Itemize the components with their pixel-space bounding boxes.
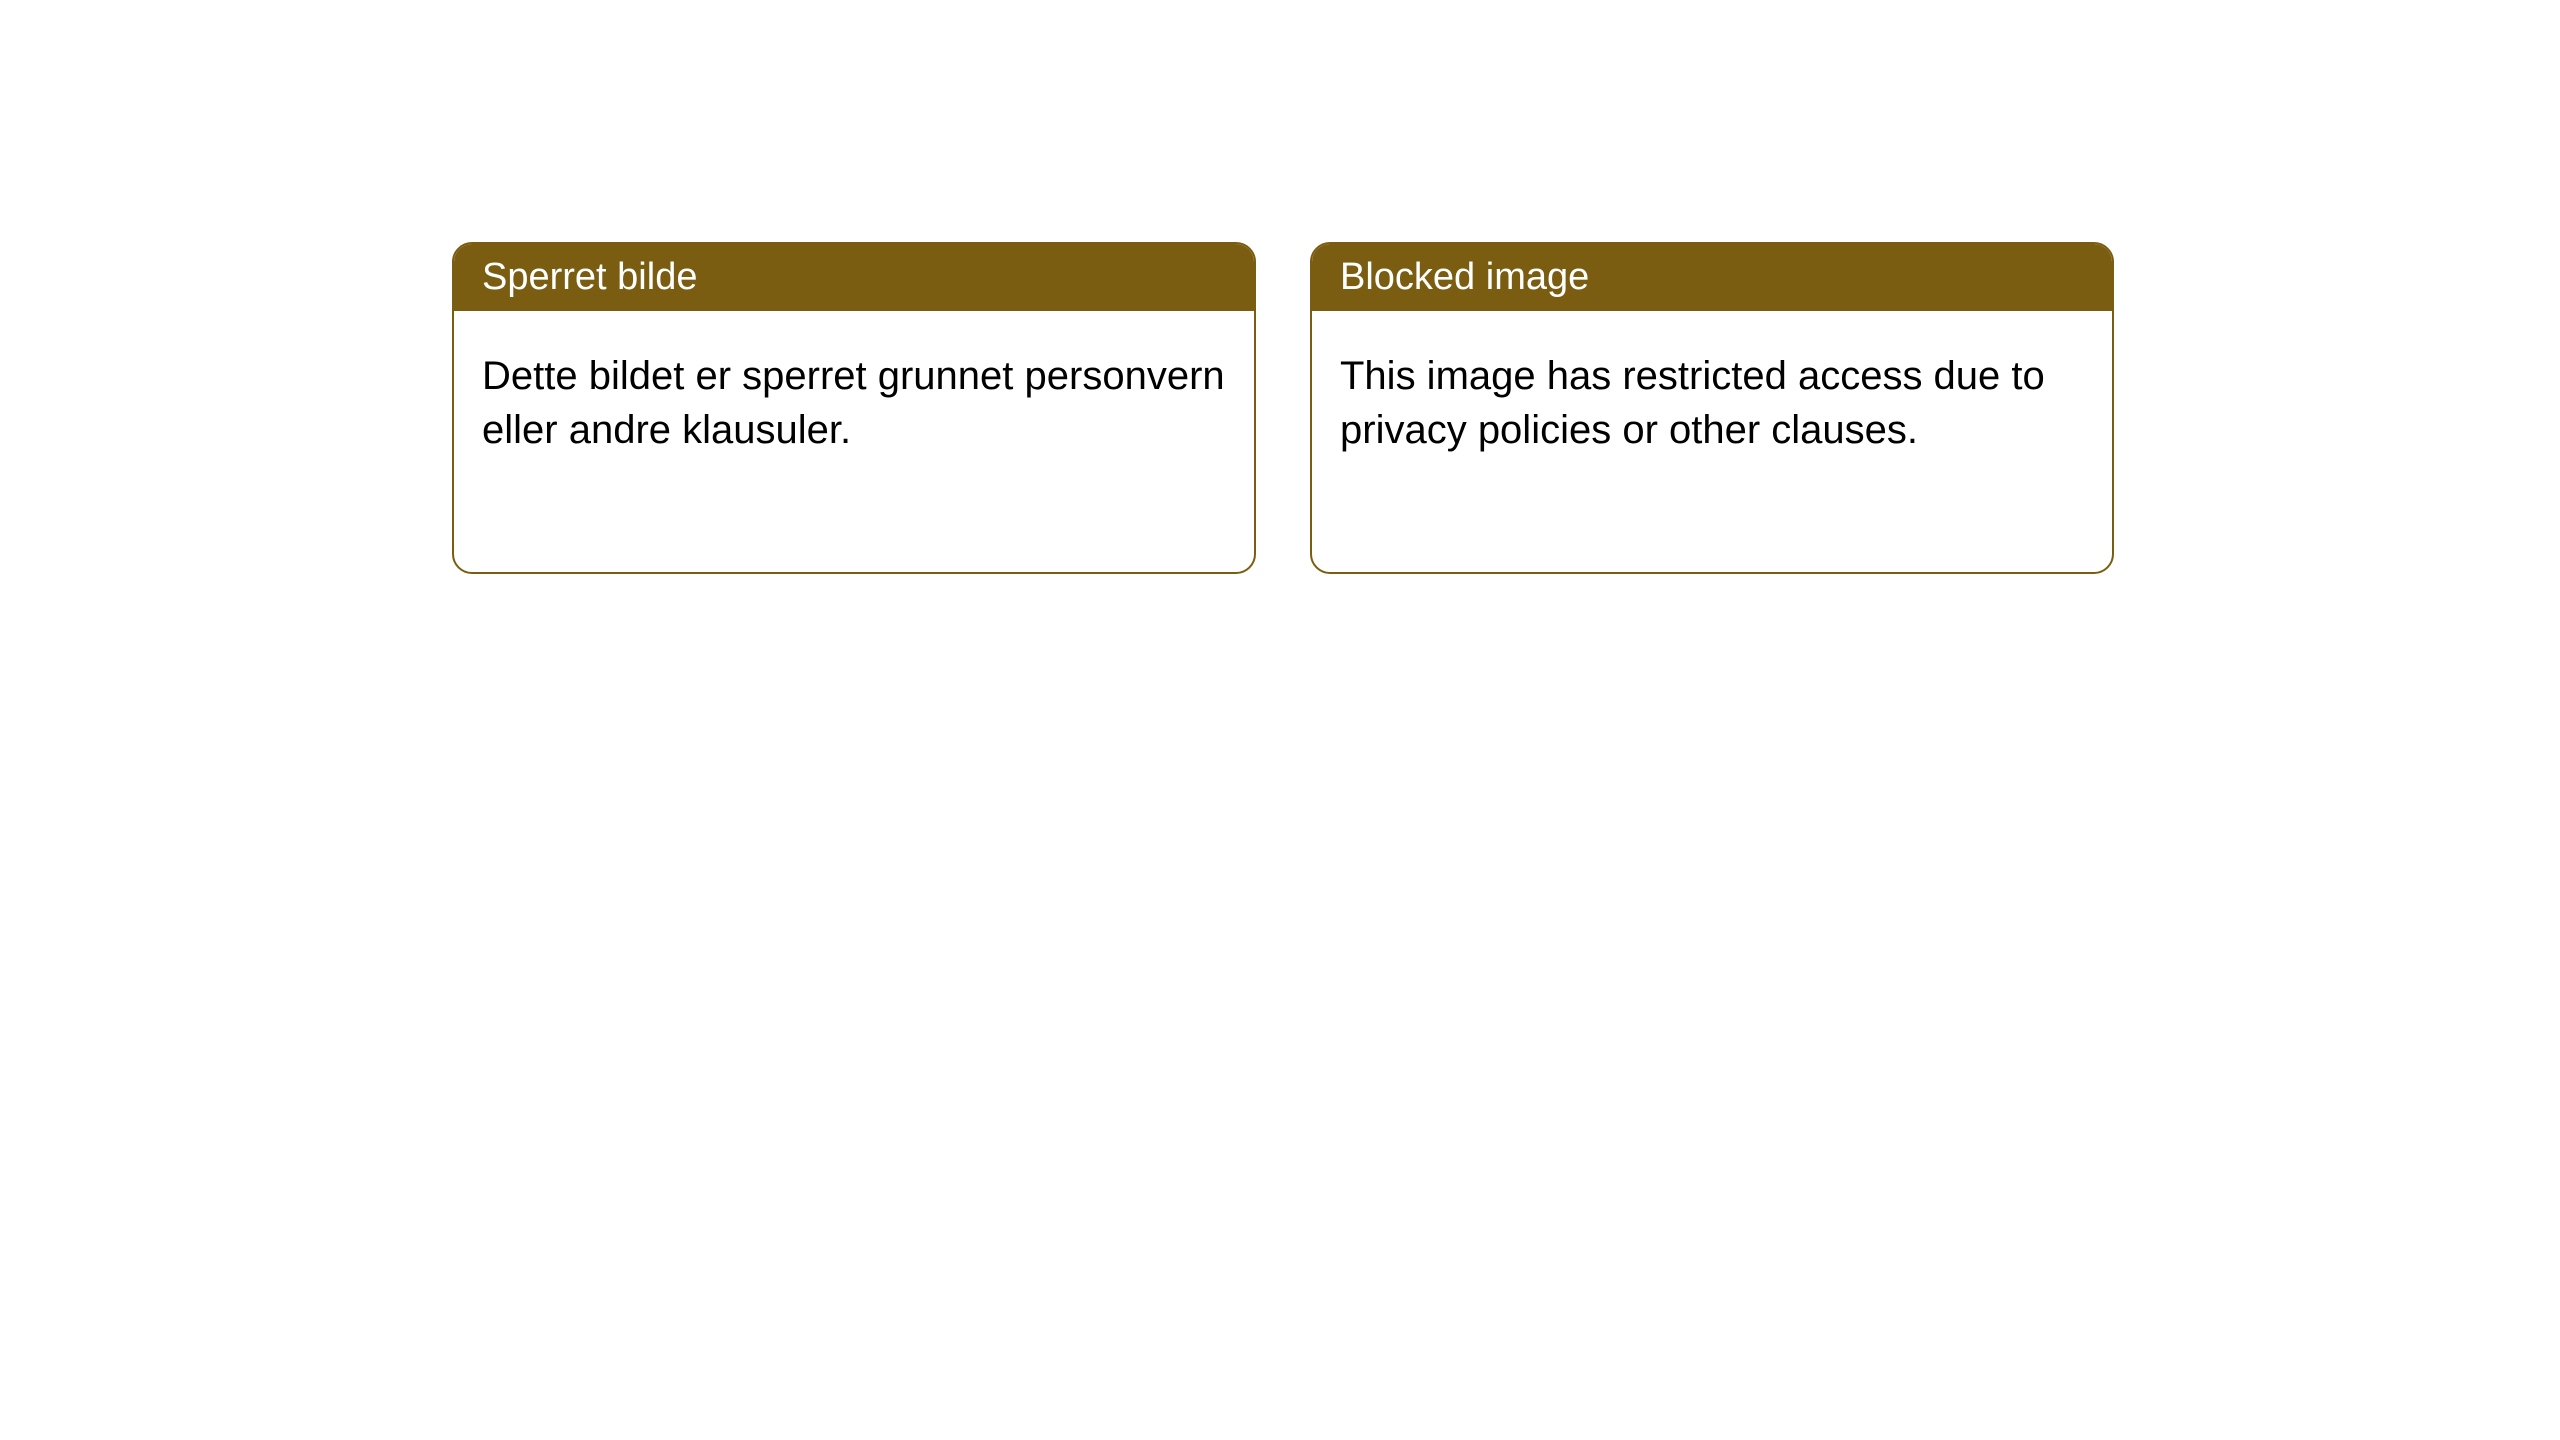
- notice-body: This image has restricted access due to …: [1312, 311, 2112, 495]
- notice-header: Sperret bilde: [454, 244, 1254, 311]
- notice-header: Blocked image: [1312, 244, 2112, 311]
- notice-body-text: This image has restricted access due to …: [1340, 354, 2045, 452]
- notice-card-english: Blocked image This image has restricted …: [1310, 242, 2114, 574]
- notice-title: Blocked image: [1340, 256, 1589, 298]
- notice-body-text: Dette bildet er sperret grunnet personve…: [482, 354, 1225, 452]
- notice-container: Sperret bilde Dette bildet er sperret gr…: [0, 0, 2560, 574]
- notice-title: Sperret bilde: [482, 256, 697, 298]
- notice-body: Dette bildet er sperret grunnet personve…: [454, 311, 1254, 495]
- notice-card-norwegian: Sperret bilde Dette bildet er sperret gr…: [452, 242, 1256, 574]
